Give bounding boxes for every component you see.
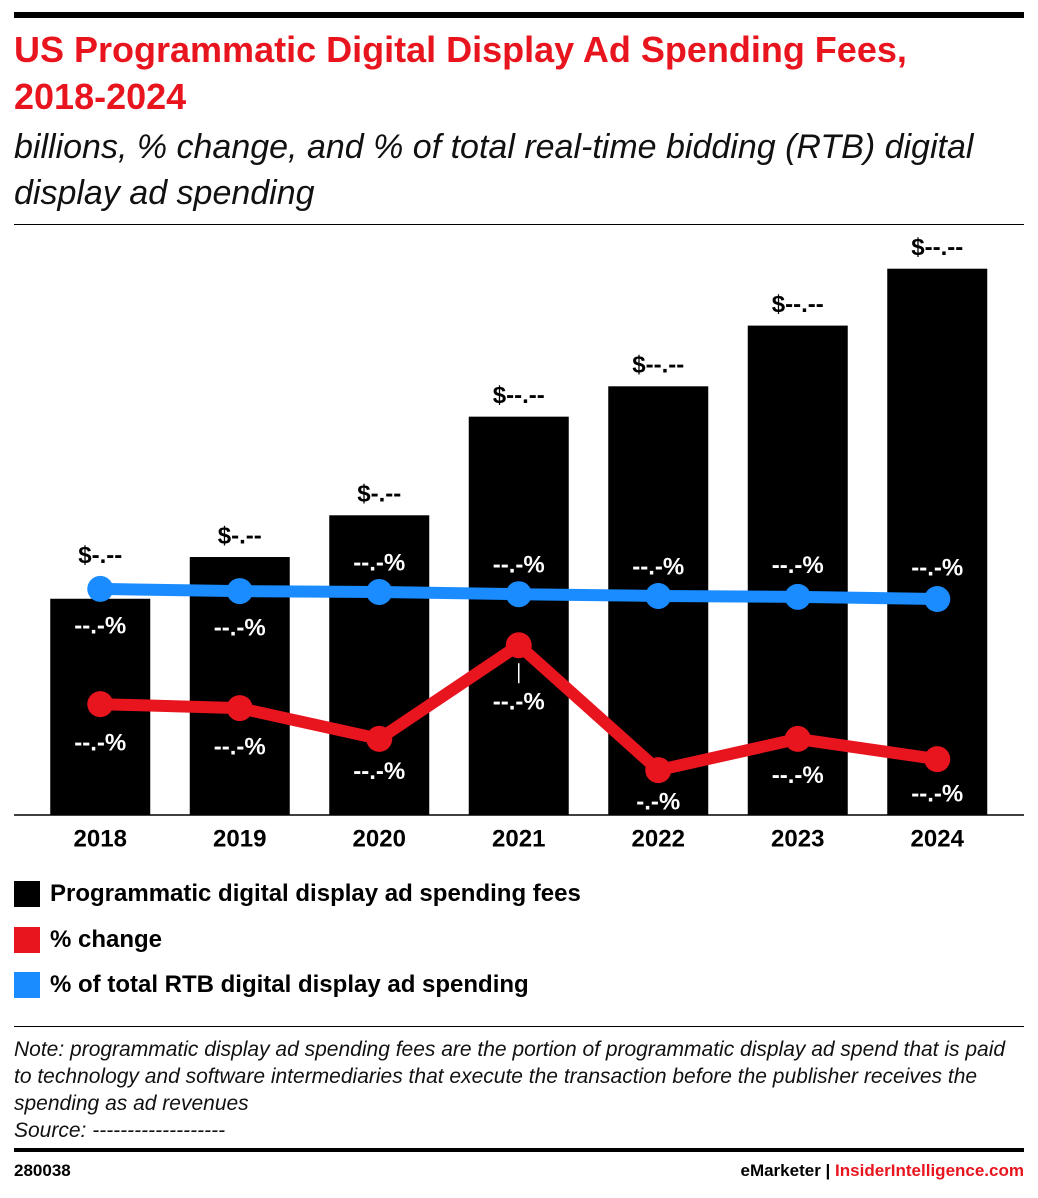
- data-label: --.-%: [214, 733, 266, 760]
- source: Source: -------------------: [14, 1119, 226, 1142]
- data-label: --.-%: [632, 553, 684, 580]
- data-label: --.-%: [772, 552, 824, 579]
- marker: [645, 757, 672, 784]
- bar: [329, 515, 430, 815]
- legend-label: % of total RTB digital display ad spendi…: [50, 971, 529, 998]
- data-label: --.-%: [74, 730, 126, 757]
- data-label: --.-%: [911, 780, 963, 807]
- legend-item: % of total RTB digital display ad spendi…: [14, 971, 529, 999]
- marker: [87, 575, 114, 602]
- legend-label: % change: [50, 926, 163, 953]
- data-label: --.-%: [911, 554, 963, 581]
- x-tick-label: 2018: [74, 825, 127, 852]
- x-tick-label: 2022: [632, 825, 685, 852]
- data-label: $--.--: [632, 352, 684, 379]
- x-tick-label: 2021: [492, 825, 545, 852]
- data-label: $--.--: [772, 291, 824, 318]
- chart-id: 280038: [14, 1161, 71, 1180]
- marker: [505, 581, 532, 608]
- rule: [14, 224, 1024, 225]
- bar: [468, 416, 569, 815]
- data-label: --.-%: [772, 762, 824, 789]
- note: Note: programmatic display ad spending f…: [14, 1038, 1006, 1115]
- top-rule: [14, 12, 1024, 18]
- marker: [226, 695, 253, 722]
- data-label: --.-%: [74, 612, 126, 639]
- data-label: $-.--: [218, 522, 262, 549]
- data-label: $-.--: [357, 481, 401, 508]
- data-label: --.-%: [353, 549, 405, 576]
- marker: [784, 725, 811, 752]
- data-label: $-.--: [78, 542, 122, 569]
- data-label: --.-%: [353, 758, 405, 785]
- data-label: --.-%: [493, 552, 545, 579]
- marker: [505, 632, 532, 659]
- bar: [887, 268, 988, 815]
- legend-item: Programmatic digital display ad spending…: [14, 880, 581, 908]
- marker: [87, 691, 114, 718]
- note-block: Note: programmatic display ad spending f…: [14, 1036, 1014, 1144]
- marker: [645, 582, 672, 609]
- legend-item: % change: [14, 926, 162, 954]
- data-label: $--.--: [911, 234, 963, 261]
- marker: [366, 725, 393, 752]
- legend-swatch: [14, 927, 40, 953]
- marker: [924, 586, 951, 613]
- chart: 2018 2019 2020 2021 2022 2023 2024 $-.-- $-.-- $-…: [14, 234, 1024, 852]
- data-label: $--.--: [493, 382, 545, 409]
- bottom-rule: [14, 1148, 1024, 1152]
- chart-subtitle: billions, % change, and % of total real-…: [14, 128, 974, 212]
- x-tick-label: 2019: [213, 825, 266, 852]
- marker: [366, 578, 393, 605]
- data-label: -.-%: [636, 788, 680, 815]
- legend-swatch: [14, 972, 40, 998]
- data-label: --.-%: [493, 689, 545, 716]
- x-tick-label: 2023: [771, 825, 824, 852]
- marker: [784, 583, 811, 610]
- chart-title: US Programmatic Digital Display Ad Spend…: [14, 29, 907, 117]
- rule: [14, 1026, 1024, 1027]
- legend-swatch: [14, 881, 40, 907]
- branding: eMarketer | InsiderIntelligence.com: [740, 1161, 1024, 1181]
- marker: [924, 746, 951, 773]
- x-tick-label: 2024: [911, 825, 965, 852]
- data-label: --.-%: [214, 614, 266, 641]
- legend-label: Programmatic digital display ad spending…: [50, 880, 581, 907]
- brand: eMarketer: [740, 1161, 821, 1180]
- site: InsiderIntelligence.com: [835, 1161, 1024, 1180]
- x-tick-label: 2020: [353, 825, 406, 852]
- separator: |: [825, 1161, 831, 1180]
- marker: [226, 578, 253, 605]
